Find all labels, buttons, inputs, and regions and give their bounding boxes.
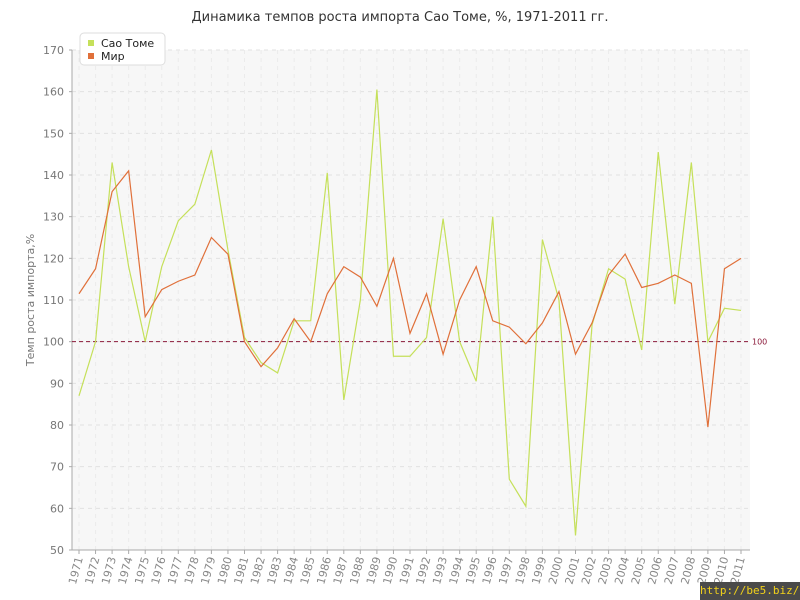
legend-swatch (88, 40, 94, 46)
y-tick-label: 140 (43, 169, 64, 182)
y-tick-label: 170 (43, 44, 64, 57)
y-tick-label: 160 (43, 86, 64, 99)
y-axis-label: Темп роста импорта,% (24, 234, 37, 367)
y-tick-label: 110 (43, 294, 64, 307)
y-tick-label: 70 (50, 461, 64, 474)
legend-label: Сао Томе (101, 37, 154, 50)
y-tick-label: 90 (50, 377, 64, 390)
reference-line-group: 100 (72, 338, 767, 347)
y-tick-label: 150 (43, 127, 64, 140)
y-tick-label: 100 (43, 336, 64, 349)
chart-title: Динамика темпов роста импорта Сао Томе, … (191, 10, 609, 25)
y-tick-labels: 50 60 70 80 90 100 110 120 130 140 150 160 170 (43, 44, 64, 557)
grid (72, 49, 750, 550)
series-lines (78, 89, 742, 536)
watermark: http://be5.biz/ (700, 582, 800, 600)
series-line-2 (78, 169, 742, 428)
series-line-1 (78, 89, 742, 536)
y-tick-label: 50 (50, 544, 64, 557)
axes (69, 49, 750, 554)
y-tick-label: 80 (50, 419, 64, 432)
y-tick-label: 120 (43, 252, 64, 265)
legend-box (79, 32, 166, 66)
legend-swatch (88, 53, 94, 59)
reference-line-label: 100 (752, 338, 767, 347)
y-tick-label: 130 (43, 211, 64, 224)
y-tick-label: 60 (50, 502, 64, 515)
legend-label: Мир (101, 50, 125, 63)
x-tick-labels: 1971197219731974197519761977197819791980… (66, 555, 748, 585)
